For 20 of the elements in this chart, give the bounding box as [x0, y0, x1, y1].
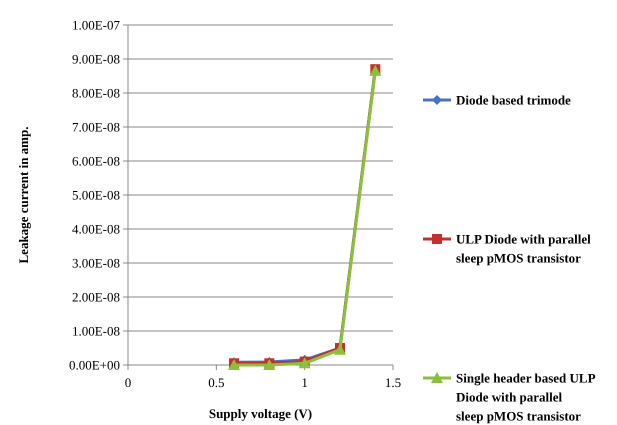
y-tick-label: 9.00E-08	[72, 52, 120, 67]
legend-label: ULP Diode with parallel sleep pMOS transistor	[456, 232, 592, 266]
y-tick-label: 6.00E-08	[72, 154, 120, 169]
y-tick-label: 3.00E-08	[72, 256, 120, 271]
y-tick-label: 2.00E-08	[72, 290, 120, 305]
y-tick-label: 7.00E-08	[72, 120, 120, 135]
y-tick-label: 4.00E-08	[72, 222, 120, 237]
y-tick-label: 1.00E-07	[72, 18, 120, 33]
y-tick-label: 5.00E-08	[72, 188, 120, 203]
x-tick-label: 0	[124, 375, 132, 390]
y-axis-title: Leakage current in amp.	[16, 126, 31, 264]
x-tick-label: 1	[301, 375, 308, 390]
x-tick-label: 0.5	[208, 375, 224, 390]
x-tick-label: 1.5	[384, 375, 402, 390]
y-tick-label: 1.00E-08	[72, 324, 120, 339]
y-tick-label: 8.00E-08	[72, 86, 120, 101]
y-tick-label: 0.00E+00	[68, 358, 120, 373]
legend-label: Single header based ULP Diode with parallel sleep pMOS transistor	[456, 370, 596, 424]
x-axis-title: Supply voltage (V)	[208, 406, 312, 421]
legend-label: Diode based trimode	[456, 92, 572, 108]
